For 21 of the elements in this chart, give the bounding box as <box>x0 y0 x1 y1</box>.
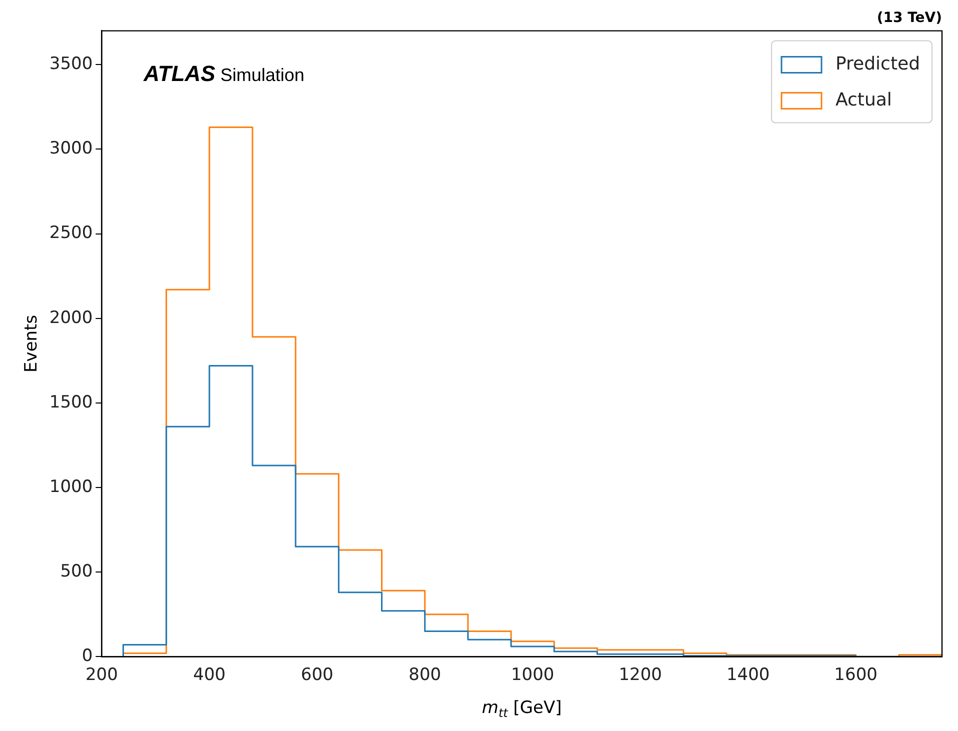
y-tick-label: 1500 <box>49 392 93 412</box>
x-tick-label: 1000 <box>510 665 554 686</box>
x-tick-label: 600 <box>300 665 334 686</box>
y-tick-label: 2000 <box>49 308 93 328</box>
y-tick-label: 2500 <box>49 223 93 244</box>
x-tick-label: 800 <box>408 665 442 686</box>
y-tick-label: 500 <box>60 561 93 582</box>
y-tick-label: 3500 <box>49 54 93 74</box>
y-tick-label: 0 <box>82 646 93 666</box>
x-tick-label: 200 <box>85 665 118 686</box>
chart-title: (13 TeV) <box>876 10 942 26</box>
x-tick-label: 1400 <box>726 665 770 686</box>
x-tick-label: 1600 <box>834 665 878 686</box>
legend-label: Actual <box>836 89 892 110</box>
legend-label: Predicted <box>836 53 920 74</box>
y-tick-label: 1000 <box>49 476 93 497</box>
x-tick-label: 1200 <box>618 665 662 686</box>
x-tick-label: 400 <box>193 665 226 686</box>
y-tick-label: 3000 <box>49 138 93 159</box>
annotation: ATLAS Simulation <box>142 60 304 86</box>
y-axis-title: Events <box>22 314 42 372</box>
